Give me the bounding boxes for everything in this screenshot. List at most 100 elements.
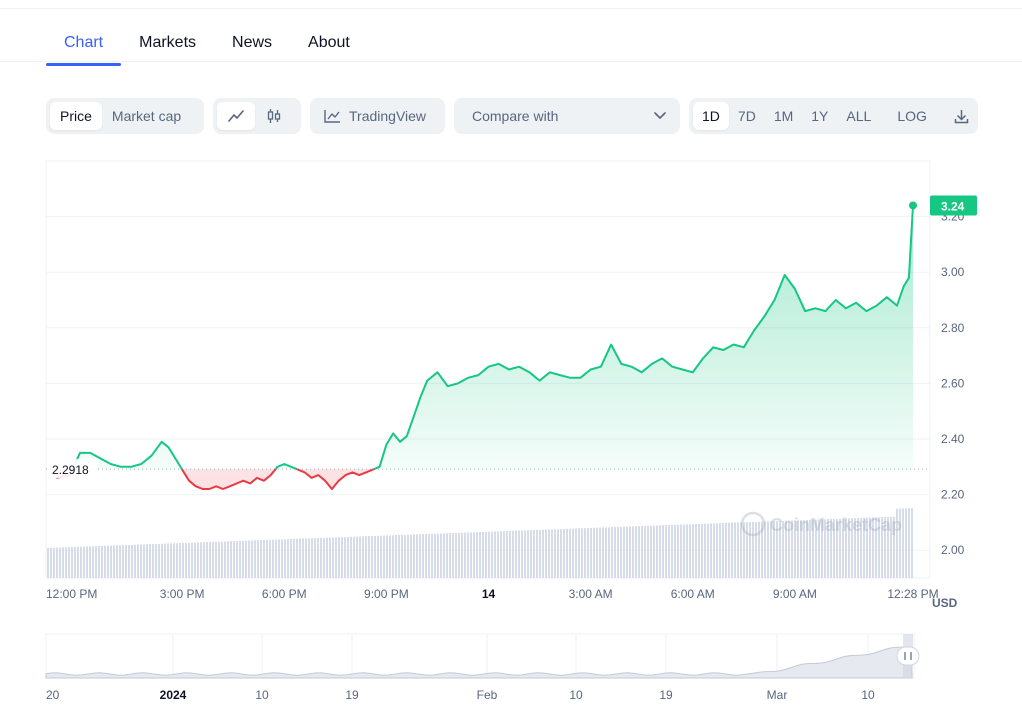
volume-bar — [134, 544, 136, 578]
range-all[interactable]: ALL — [846, 108, 872, 124]
volume-bar — [656, 525, 658, 578]
volume-bar — [617, 526, 619, 578]
volume-bar — [506, 531, 508, 578]
volume-bar — [899, 508, 901, 578]
volume-bar — [395, 535, 397, 578]
volume-bar — [251, 540, 253, 578]
volume-bar — [524, 530, 526, 578]
volume-bar — [668, 525, 670, 578]
volume-bar — [125, 545, 127, 578]
volume-bar — [311, 538, 313, 578]
volume-bar — [518, 530, 520, 578]
volume-bar — [590, 527, 592, 578]
log-toggle[interactable]: LOG — [897, 108, 927, 124]
volume-bar — [779, 520, 781, 578]
volume-bar — [485, 531, 487, 578]
tab-markets[interactable]: Markets — [139, 34, 197, 51]
volume-bar — [281, 539, 283, 578]
volume-bar — [554, 529, 556, 578]
volume-bar — [758, 521, 760, 578]
volume-bar — [338, 537, 340, 578]
volume-bar — [791, 520, 793, 578]
volume-bar — [488, 531, 490, 578]
volume-bar — [785, 520, 787, 578]
volume-bar — [890, 516, 892, 578]
volume-bar — [650, 525, 652, 578]
up-area-fill — [72, 205, 913, 470]
volume-bar — [500, 531, 502, 578]
range-1d[interactable]: 1D — [693, 102, 729, 130]
volume-bar — [896, 508, 898, 578]
y-tick-label: 2.20 — [941, 488, 965, 502]
tradingview-button[interactable]: TradingView — [314, 102, 436, 130]
volume-bar — [227, 541, 229, 578]
volume-bar — [725, 522, 727, 578]
volume-bar — [857, 518, 859, 578]
volume-bar — [851, 518, 853, 578]
volume-bar — [236, 540, 238, 578]
volume-bar — [233, 541, 235, 578]
volume-bar — [866, 517, 868, 578]
tab-about[interactable]: About — [308, 34, 350, 51]
volume-bar — [416, 534, 418, 578]
volume-bar — [161, 543, 163, 578]
x-tick-label: 9:00 AM — [773, 587, 817, 601]
volume-bar — [794, 520, 796, 578]
volume-bar — [167, 543, 169, 578]
volume-bar — [326, 537, 328, 578]
volume-bar — [62, 547, 64, 578]
volume-bar — [107, 545, 109, 578]
volume-bar — [716, 523, 718, 578]
volume-bar — [278, 539, 280, 578]
volume-bar — [59, 547, 61, 578]
volume-bar — [74, 546, 76, 578]
volume-bar — [446, 533, 448, 578]
volume-bar — [749, 522, 751, 578]
volume-bar — [887, 516, 889, 578]
volume-bar — [470, 532, 472, 578]
volume-bar — [110, 545, 112, 578]
price-toggle[interactable]: Price — [50, 102, 102, 130]
volume-bar — [686, 524, 688, 578]
volume-bar — [182, 542, 184, 578]
volume-bar — [776, 521, 778, 578]
volume-bar — [875, 517, 877, 578]
y-tick-label: 2.00 — [941, 543, 965, 557]
chevron-down-icon — [654, 112, 666, 119]
download-button[interactable] — [944, 102, 979, 130]
volume-bar — [503, 531, 505, 578]
volume-bar — [893, 516, 895, 578]
volume-bar — [239, 540, 241, 578]
volume-bar — [740, 522, 742, 578]
range-1m[interactable]: 1M — [773, 108, 794, 124]
volume-bars: CoinMarketCap — [47, 508, 913, 578]
range-7d[interactable]: 7D — [737, 108, 756, 124]
volume-bar — [341, 537, 343, 578]
volume-bar — [53, 547, 55, 578]
volume-bar — [122, 545, 124, 578]
volume-bar — [854, 518, 856, 578]
navigator-tick-label: Feb — [477, 688, 498, 702]
tab-chart[interactable]: Chart — [46, 26, 122, 66]
volume-bar — [482, 531, 484, 578]
volume-bar — [320, 537, 322, 578]
range-1y[interactable]: 1Y — [811, 108, 829, 124]
volume-bar — [845, 518, 847, 578]
compare-with-select[interactable]: Compare with — [454, 98, 680, 134]
range-navigator[interactable]: 20 2024 10 19 Feb 10 19 Mar 10 — [45, 633, 920, 702]
volume-bar — [512, 530, 514, 578]
candlestick-button[interactable] — [255, 102, 293, 130]
metric-toggle: Price Market cap — [46, 98, 204, 134]
volume-bar — [869, 517, 871, 578]
tradingview-group: TradingView — [310, 98, 445, 134]
tab-news[interactable]: News — [232, 34, 273, 51]
volume-bar — [224, 541, 226, 578]
volume-bar — [581, 528, 583, 578]
volume-bar — [353, 536, 355, 578]
volume-bar — [527, 530, 529, 578]
line-chart-button[interactable] — [217, 102, 255, 130]
volume-bar — [824, 519, 826, 578]
market-cap-toggle[interactable]: Market cap — [111, 108, 182, 124]
volume-bar — [902, 508, 904, 578]
